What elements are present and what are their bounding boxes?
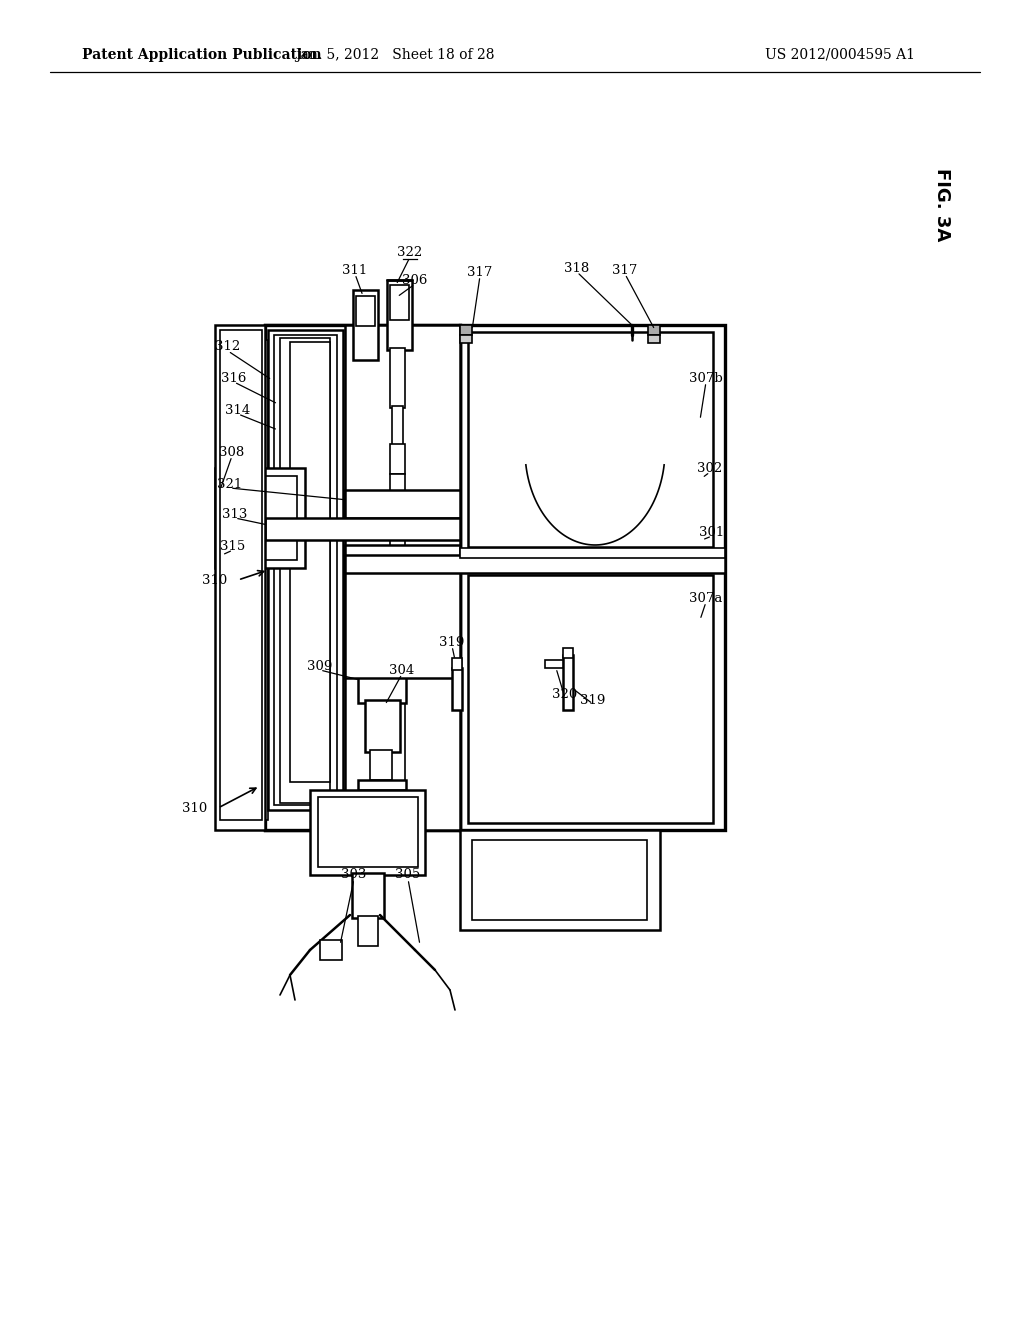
Text: 320: 320 <box>552 688 578 701</box>
Text: 319: 319 <box>581 693 605 706</box>
Text: 308: 308 <box>219 446 245 458</box>
Bar <box>468 576 713 822</box>
Text: 309: 309 <box>307 660 333 672</box>
Bar <box>345 568 460 678</box>
Text: 311: 311 <box>342 264 368 276</box>
Text: 318: 318 <box>564 261 590 275</box>
Text: 316: 316 <box>221 371 247 384</box>
Bar <box>258 341 268 820</box>
Bar <box>352 873 384 917</box>
Text: 301: 301 <box>699 525 725 539</box>
Text: 310: 310 <box>203 573 227 586</box>
Bar <box>460 325 725 830</box>
Text: 317: 317 <box>612 264 638 276</box>
Text: US 2012/0004595 A1: US 2012/0004595 A1 <box>765 48 915 62</box>
Bar <box>345 554 725 573</box>
Text: Jan. 5, 2012   Sheet 18 of 28: Jan. 5, 2012 Sheet 18 of 28 <box>295 48 495 62</box>
Bar <box>392 407 403 446</box>
Bar <box>563 648 573 657</box>
Text: Patent Application Publication: Patent Application Publication <box>82 48 322 62</box>
Text: 312: 312 <box>215 341 241 354</box>
Bar <box>356 296 375 326</box>
Bar <box>345 490 460 517</box>
Text: 306: 306 <box>402 273 428 286</box>
Bar <box>390 348 406 408</box>
Bar <box>468 333 713 546</box>
Bar <box>358 673 406 704</box>
Text: 315: 315 <box>220 540 246 553</box>
Bar <box>365 700 400 752</box>
Text: 304: 304 <box>389 664 415 676</box>
Bar <box>215 325 265 830</box>
Text: 307b: 307b <box>689 371 723 384</box>
Bar <box>353 290 378 360</box>
Text: FIG. 3A: FIG. 3A <box>933 169 951 242</box>
Text: 319: 319 <box>439 635 465 648</box>
Bar <box>345 325 460 830</box>
Bar <box>265 325 460 830</box>
Text: 321: 321 <box>217 478 243 491</box>
Text: 314: 314 <box>225 404 251 417</box>
Bar <box>460 325 472 335</box>
Bar <box>318 797 418 867</box>
Text: 307a: 307a <box>689 591 723 605</box>
Bar <box>390 285 409 319</box>
Bar <box>223 477 297 560</box>
Bar <box>319 940 342 960</box>
Bar <box>460 335 472 343</box>
Bar <box>472 840 647 920</box>
Bar <box>290 342 330 781</box>
Text: 303: 303 <box>341 869 367 882</box>
Bar <box>545 660 563 668</box>
Bar <box>563 655 573 710</box>
Bar <box>310 789 425 875</box>
Bar <box>460 548 725 558</box>
Bar <box>387 280 412 350</box>
Bar <box>345 545 460 568</box>
Text: 302: 302 <box>697 462 723 474</box>
Bar <box>460 830 660 931</box>
Bar <box>280 338 330 803</box>
Bar <box>648 335 660 343</box>
Text: 317: 317 <box>467 265 493 279</box>
Text: 310: 310 <box>182 801 208 814</box>
Bar <box>390 444 406 474</box>
Bar <box>220 330 262 820</box>
Bar <box>452 668 462 710</box>
Bar <box>390 474 406 829</box>
Bar <box>274 335 337 805</box>
Bar <box>370 750 392 780</box>
Text: 313: 313 <box>222 507 248 520</box>
Text: 305: 305 <box>395 869 421 882</box>
Bar <box>268 330 343 810</box>
Text: 322: 322 <box>397 247 423 260</box>
Bar <box>265 517 460 540</box>
Bar <box>648 325 660 335</box>
Bar <box>452 657 462 671</box>
Bar <box>358 780 406 789</box>
Bar <box>215 469 305 568</box>
Bar <box>358 916 378 946</box>
Bar <box>265 325 460 830</box>
